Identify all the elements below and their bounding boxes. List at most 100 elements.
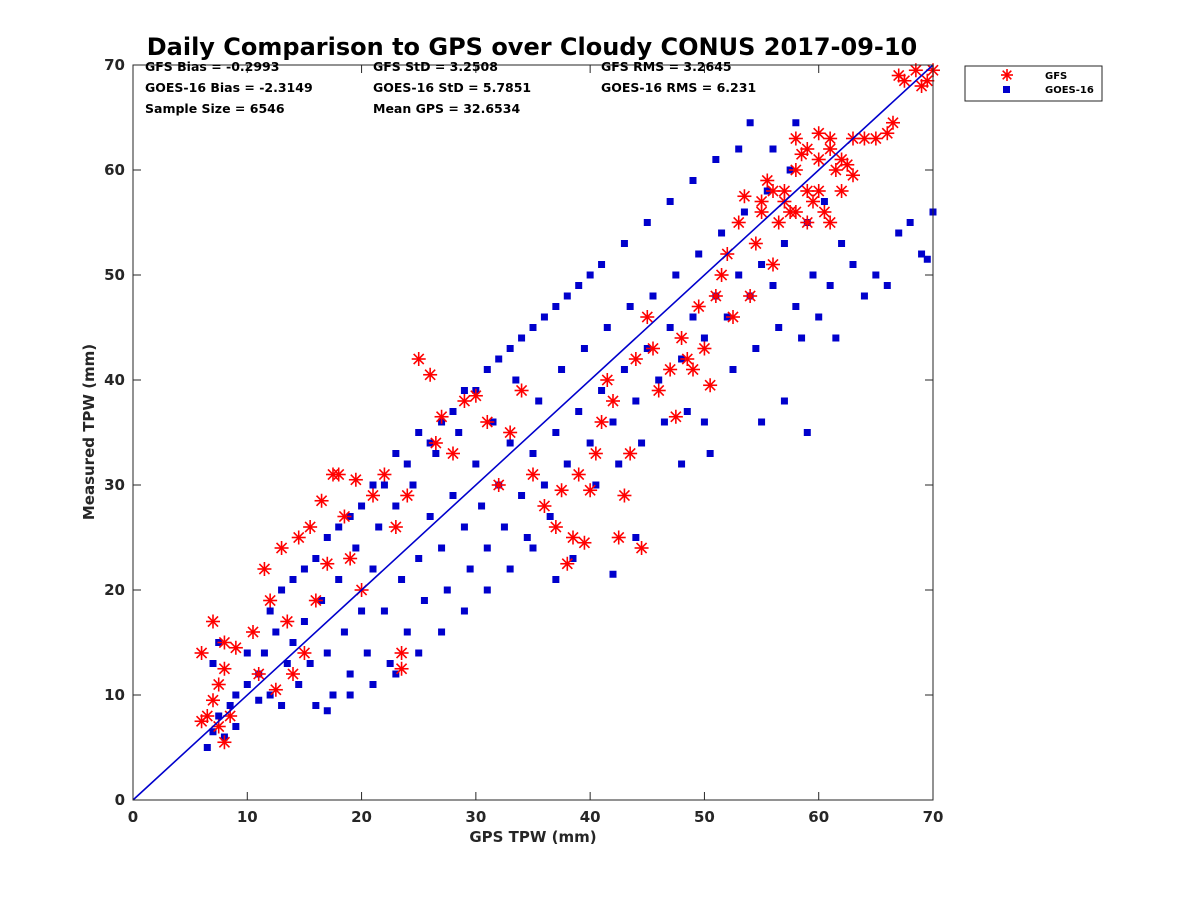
gfs-point bbox=[554, 483, 569, 498]
goes-16-point bbox=[289, 639, 297, 646]
goes-16-point bbox=[683, 408, 691, 415]
goes-16-point bbox=[598, 387, 606, 394]
goes-16-point bbox=[546, 513, 554, 520]
series-goes-16 bbox=[203, 119, 937, 751]
goes-16-point bbox=[643, 219, 651, 226]
goes-16-point bbox=[518, 492, 526, 499]
goes-16-point bbox=[380, 607, 388, 615]
goes-16-point bbox=[403, 460, 411, 468]
goes-16-point bbox=[226, 702, 234, 709]
gfs-point bbox=[548, 520, 563, 534]
goes-16-point bbox=[575, 282, 583, 289]
gfs-point bbox=[640, 310, 655, 324]
goes-16-point bbox=[358, 502, 366, 510]
y-axis-ticks: 0 10 20 30 40 50 60 70 bbox=[104, 56, 933, 809]
gfs-point bbox=[691, 299, 706, 314]
goes-16-point bbox=[923, 255, 931, 263]
gfs-point bbox=[857, 131, 872, 146]
goes-16-point bbox=[718, 229, 726, 237]
goes-16-point bbox=[586, 271, 594, 279]
goes-16-point bbox=[700, 334, 708, 342]
stat-gfs-bias: GFS Bias = -0.2993 bbox=[145, 59, 279, 74]
goes-16-point bbox=[255, 696, 263, 704]
gfs-point bbox=[834, 152, 849, 167]
stat-goes-rms: GOES-16 RMS = 6.231 bbox=[601, 80, 756, 95]
gfs-point bbox=[583, 483, 598, 498]
stat-sample-size: Sample Size = 6546 bbox=[145, 101, 285, 116]
gfs-point bbox=[343, 551, 358, 566]
gfs-point bbox=[394, 661, 409, 676]
gfs-point bbox=[194, 646, 209, 660]
gfs-point bbox=[834, 184, 849, 198]
goes-16-point bbox=[598, 261, 606, 268]
gfs-point bbox=[623, 446, 638, 461]
goes-16-point bbox=[398, 576, 406, 583]
goes-16-point bbox=[780, 397, 788, 405]
goes-16-point bbox=[300, 565, 308, 573]
gfs-point bbox=[811, 126, 826, 141]
goes-16-point bbox=[815, 313, 823, 321]
y-tick-label: 10 bbox=[104, 686, 125, 704]
plot-area bbox=[132, 63, 940, 801]
gfs-point bbox=[897, 73, 912, 88]
gfs-point bbox=[668, 409, 683, 424]
goes-16-point bbox=[260, 649, 268, 657]
goes-16-point bbox=[758, 261, 766, 268]
gfs-point bbox=[920, 73, 935, 88]
goes-16-point bbox=[283, 660, 291, 667]
gfs-point bbox=[708, 289, 723, 303]
gfs-point bbox=[617, 488, 632, 503]
goes-16-point bbox=[409, 481, 417, 489]
gfs-point bbox=[280, 614, 295, 629]
gfs-point bbox=[823, 131, 838, 146]
gfs-point bbox=[228, 640, 243, 655]
gfs-point bbox=[217, 735, 232, 750]
x-tick-label: 0 bbox=[128, 808, 138, 826]
gfs-point bbox=[206, 693, 220, 708]
goes-16-point bbox=[660, 418, 668, 426]
gfs-point bbox=[748, 236, 763, 251]
goes-16-point bbox=[523, 534, 531, 541]
gfs-point bbox=[754, 194, 769, 209]
legend-goes-marker bbox=[1003, 86, 1010, 93]
goes-16-point bbox=[838, 240, 846, 247]
goes-16-point bbox=[529, 450, 537, 457]
statistics-block: GFS Bias = -0.2993 GFS StD = 3.2508 GFS … bbox=[145, 59, 756, 116]
gfs-point bbox=[348, 472, 363, 487]
gfs-point bbox=[200, 709, 215, 723]
goes-16-point bbox=[369, 681, 377, 688]
gfs-point bbox=[726, 310, 740, 324]
stat-goes-bias: GOES-16 Bias = -2.3149 bbox=[145, 80, 313, 95]
goes-16-point bbox=[295, 681, 303, 688]
goes-16-point bbox=[752, 345, 760, 352]
goes-16-point bbox=[798, 334, 806, 342]
goes-16-point bbox=[209, 660, 217, 667]
gfs-point bbox=[823, 215, 838, 230]
goes-16-point bbox=[849, 261, 857, 268]
goes-16-point bbox=[340, 628, 348, 636]
goes-16-point bbox=[380, 481, 388, 489]
gfs-point bbox=[423, 367, 438, 382]
goes-16-point bbox=[438, 544, 446, 552]
gfs-point bbox=[428, 436, 443, 450]
goes-16-point bbox=[443, 586, 451, 594]
x-tick-label: 40 bbox=[580, 808, 601, 826]
gfs-point bbox=[480, 415, 495, 429]
goes-16-point bbox=[363, 649, 371, 657]
x-tick-label: 20 bbox=[351, 808, 372, 826]
goes-16-point bbox=[506, 345, 514, 352]
goes-16-point bbox=[460, 387, 468, 394]
y-tick-label: 50 bbox=[104, 266, 125, 284]
goes-16-point bbox=[872, 271, 880, 279]
goes-16-point bbox=[392, 670, 400, 678]
gfs-point bbox=[714, 268, 729, 282]
gfs-point bbox=[646, 341, 660, 356]
gfs-point bbox=[800, 184, 815, 198]
gfs-point bbox=[600, 373, 615, 387]
goes-16-point bbox=[883, 282, 891, 289]
gfs-point bbox=[468, 388, 483, 403]
legend-gfs-marker bbox=[1001, 69, 1013, 81]
gfs-point bbox=[217, 635, 232, 650]
gfs-point bbox=[800, 215, 815, 230]
goes-16-point bbox=[478, 502, 486, 510]
